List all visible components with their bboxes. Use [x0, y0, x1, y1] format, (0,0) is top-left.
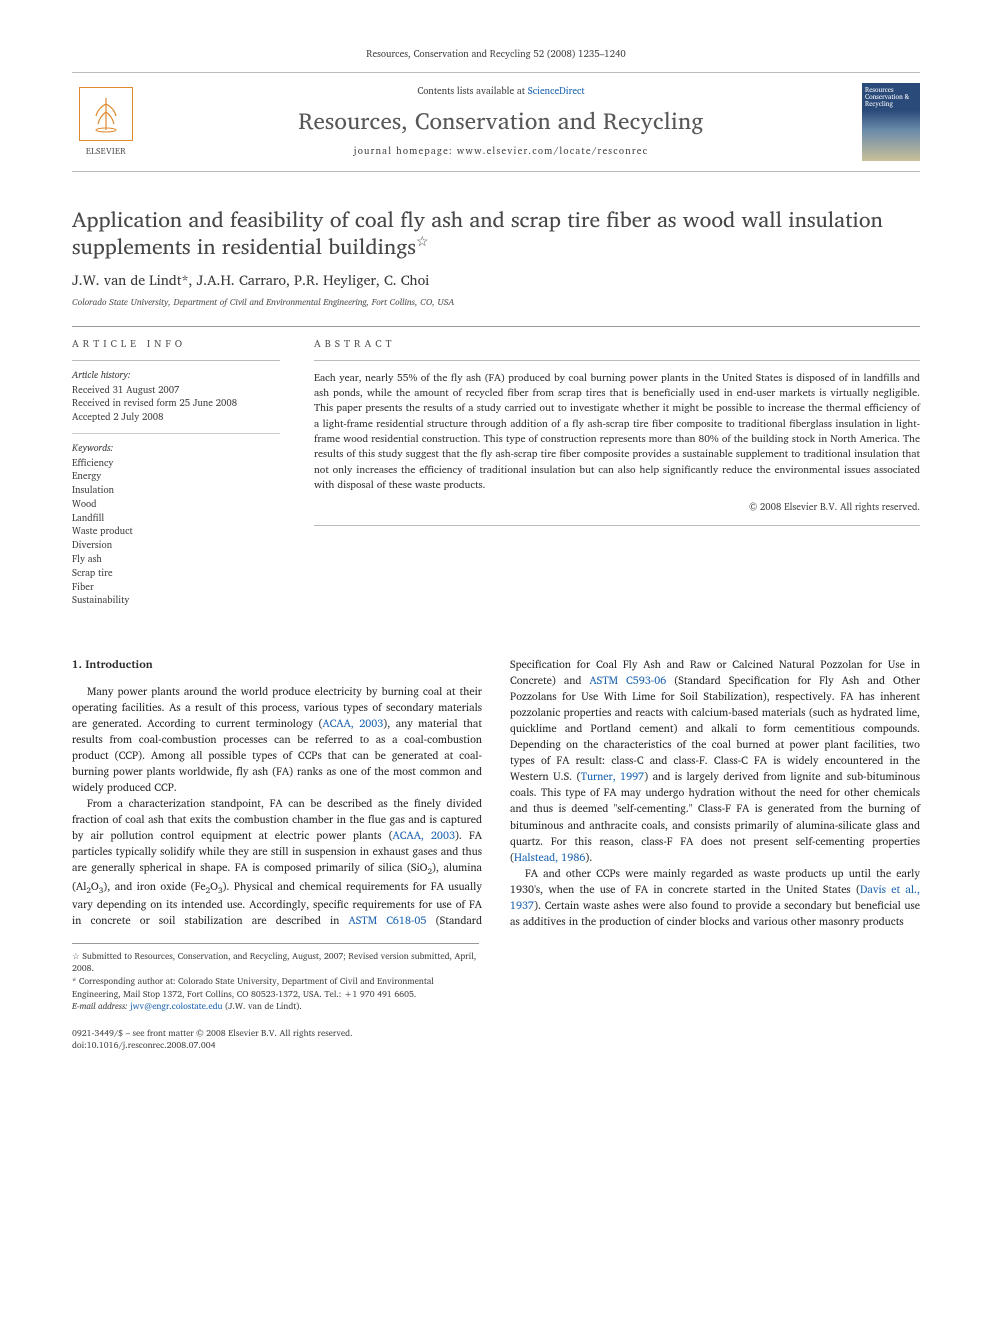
- keyword: Scrap tire: [72, 567, 280, 581]
- history-received: Received 31 August 2007: [72, 384, 280, 398]
- footnote-corresponding-author: * Corresponding author at: Colorado Stat…: [72, 975, 479, 1000]
- keyword: Sustainability: [72, 594, 280, 608]
- body-paragraph: FA and other CCPs were mainly regarded a…: [510, 865, 920, 929]
- journal-homepage: journal homepage: www.elsevier.com/locat…: [354, 145, 649, 159]
- keyword: Diversion: [72, 539, 280, 553]
- article-info-label: ARTICLE INFO: [72, 327, 280, 361]
- footnote-text: Corresponding author at: Colorado State …: [72, 974, 434, 1001]
- publisher-logo: ELSEVIER: [72, 83, 140, 161]
- keyword: Landfill: [72, 512, 280, 526]
- keyword: Fly ash: [72, 553, 280, 567]
- article-body: 1. Introduction Many power plants around…: [72, 656, 920, 929]
- email-suffix: (J.W. van de Lindt).: [222, 999, 301, 1013]
- history-subhead: Article history:: [72, 369, 280, 383]
- abstract-label: ABSTRACT: [314, 327, 920, 361]
- body-text: ). Certain waste ashes were also found t…: [510, 896, 920, 930]
- email-label: E-mail address:: [72, 999, 130, 1013]
- corresponding-email-link[interactable]: jwv@engr.colostate.edu: [130, 999, 222, 1013]
- keyword: Wood: [72, 498, 280, 512]
- keywords-subhead: Keywords:: [72, 442, 280, 456]
- section-heading-introduction: 1. Introduction: [72, 656, 482, 673]
- masthead: ELSEVIER Contents lists available at Sci…: [72, 72, 920, 172]
- masthead-center: Contents lists available at ScienceDirec…: [152, 83, 850, 161]
- author-affiliation: Colorado State University, Department of…: [72, 295, 920, 308]
- elsevier-tree-icon: [79, 87, 133, 141]
- abstract-text: Each year, nearly 55% of the fly ash (FA…: [314, 361, 920, 493]
- keyword: Energy: [72, 470, 280, 484]
- author-list: J.W. van de Lindt*, J.A.H. Carraro, P.R.…: [72, 271, 920, 291]
- journal-name: Resources, Conservation and Recycling: [298, 105, 703, 138]
- keyword: Waste product: [72, 525, 280, 539]
- article-title: Application and feasibility of coal fly …: [72, 206, 920, 261]
- body-paragraph: Many power plants around the world produ…: [72, 683, 482, 795]
- footnote-submission: ☆ Submitted to Resources, Conservation, …: [72, 950, 479, 975]
- contents-available-line: Contents lists available at ScienceDirec…: [417, 85, 584, 99]
- article-info-column: ARTICLE INFO Article history: Received 3…: [72, 327, 280, 616]
- footer-block: 0921-3449/$ – see front matter © 2008 El…: [72, 1027, 920, 1051]
- citation-header: Resources, Conservation and Recycling 52…: [72, 48, 920, 62]
- title-footnote-symbol: ☆: [416, 230, 429, 253]
- citation-link[interactable]: ASTM C618-05: [349, 911, 427, 929]
- keyword: Efficiency: [72, 457, 280, 471]
- sciencedirect-link[interactable]: ScienceDirect: [528, 84, 585, 99]
- abstract-copyright: © 2008 Elsevier B.V. All rights reserved…: [314, 501, 920, 515]
- history-revised: Received in revised form 25 June 2008: [72, 397, 280, 411]
- body-text: ), and iron oxide (Fe: [103, 877, 205, 895]
- contents-prefix: Contents lists available at: [417, 84, 527, 99]
- keyword: Insulation: [72, 484, 280, 498]
- journal-cover-thumbnail: Resources Conservation & Recycling: [862, 83, 920, 161]
- article-history-block: Article history: Received 31 August 2007…: [72, 361, 280, 434]
- body-text: O: [210, 877, 218, 895]
- footnotes-block: ☆ Submitted to Resources, Conservation, …: [72, 943, 479, 1013]
- info-abstract-row: ARTICLE INFO Article history: Received 3…: [72, 326, 920, 616]
- body-text: O: [91, 877, 99, 895]
- doi-line: doi:10.1016/j.resconrec.2008.07.004: [72, 1039, 920, 1051]
- footnote-text: Submitted to Resources, Conservation, an…: [72, 949, 476, 976]
- keywords-list: Efficiency Energy Insulation Wood Landfi…: [72, 457, 280, 608]
- history-accepted: Accepted 2 July 2008: [72, 411, 280, 425]
- keywords-block: Keywords: Efficiency Energy Insulation W…: [72, 434, 280, 616]
- body-text: FA and other CCPs were mainly regarded a…: [510, 864, 920, 898]
- publisher-label: ELSEVIER: [86, 145, 126, 157]
- abstract-bottom-rule: [314, 525, 920, 526]
- keyword: Fiber: [72, 581, 280, 595]
- body-text: of silica (SiO: [364, 858, 427, 876]
- footnote-email: E-mail address: jwv@engr.colostate.edu (…: [72, 1000, 479, 1013]
- title-text: Application and feasibility of coal fly …: [72, 202, 883, 265]
- abstract-column: ABSTRACT Each year, nearly 55% of the fl…: [314, 327, 920, 616]
